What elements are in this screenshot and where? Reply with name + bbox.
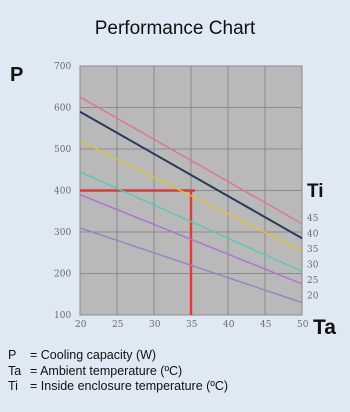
- legend-row-ta: Ta = Ambient temperature (ºC): [8, 364, 348, 380]
- x-axis-label: Ta: [313, 316, 336, 339]
- series-line-30: [79, 171, 303, 273]
- legend-row-p: P = Cooling capacity (W): [8, 348, 348, 364]
- series-label-35: 35: [307, 245, 319, 255]
- legend-text: = Ambient temperature (ºC): [30, 363, 183, 378]
- y-tick-label: 400: [54, 187, 71, 197]
- legend-text: = Cooling capacity (W): [30, 348, 157, 362]
- x-tick-label: 35: [186, 320, 198, 330]
- x-tick-label: 25: [112, 320, 124, 330]
- y-tick-label: 700: [54, 62, 71, 72]
- legend-row-ti: Ti = Inside enclosure temperature (ºC): [8, 379, 348, 395]
- series-label-25: 25: [307, 276, 319, 286]
- y-tick-label: 500: [54, 145, 71, 155]
- series-label-45: 45: [307, 214, 319, 224]
- series-line-35: [79, 140, 303, 252]
- legend-text: = Inside enclosure temperature (ºC): [30, 379, 229, 393]
- chart-title: Performance Chart: [94, 18, 256, 39]
- x-tick-label: 40: [223, 320, 235, 330]
- legend: P = Cooling capacity (W) Ta = Ambient te…: [8, 348, 348, 395]
- legend-symbol: Ti: [8, 379, 18, 393]
- series-line-25: [79, 194, 303, 285]
- series-label-40: 40: [307, 230, 319, 240]
- y-tick-label: 300: [54, 228, 71, 238]
- series-line-40: [79, 110, 303, 240]
- y-tick-label: 600: [54, 104, 71, 114]
- y-axis-label: P: [10, 64, 24, 86]
- series-line-20: [79, 227, 303, 304]
- series-legend-title: Ti: [307, 181, 324, 202]
- series-label-20: 20: [307, 292, 319, 302]
- x-tick-label: 45: [260, 320, 272, 330]
- x-tick-label: 50: [297, 320, 309, 330]
- series-label-30: 30: [307, 261, 319, 271]
- legend-symbol: Ta: [8, 363, 22, 378]
- x-tick-label: 20: [75, 320, 87, 330]
- x-tick-label: 30: [149, 320, 161, 330]
- y-tick-label: 200: [54, 270, 71, 280]
- series-line-45: [79, 96, 303, 225]
- y-tick-label: 100: [54, 311, 71, 321]
- legend-symbol: P: [8, 348, 17, 362]
